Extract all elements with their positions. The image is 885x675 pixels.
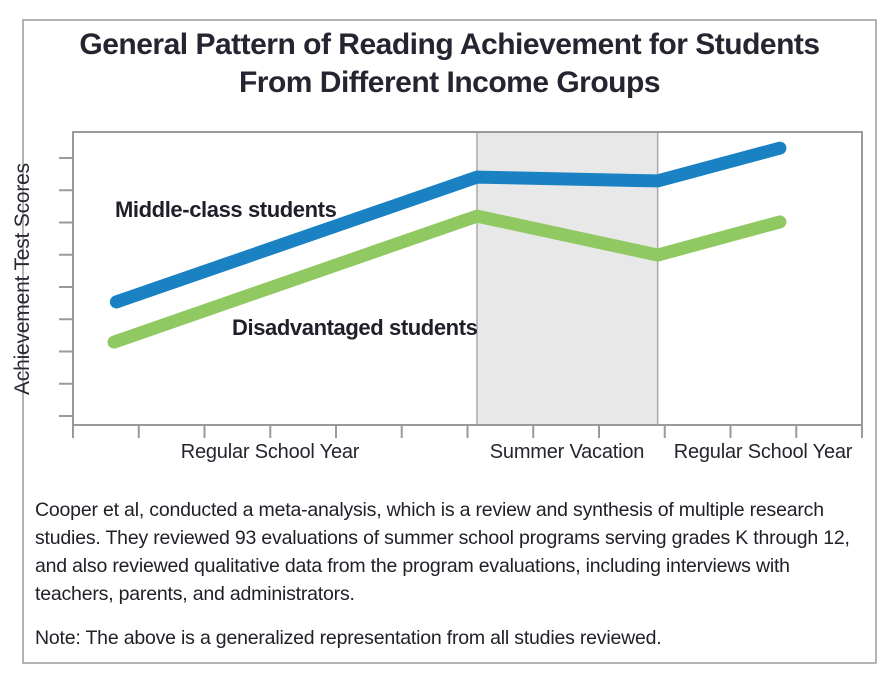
y-axis-label: Achievement Test Scores: [11, 163, 34, 396]
figure-title-line2: From Different Income Groups: [238, 66, 661, 99]
series-line-disadvantaged: [107, 209, 787, 349]
figure-outer-frame: [22, 19, 877, 664]
figure-title-line1: General Pattern of Reading Achievement f…: [79, 28, 820, 61]
series-label-disadvantaged: Disadvantaged students: [232, 315, 478, 340]
series-line-middle-class: [109, 141, 787, 309]
x-axis-section-label-regular-2: Regular School Year: [673, 441, 853, 463]
figure-title: General Pattern of Reading Achievement f…: [22, 26, 877, 102]
figure-caption: Cooper et al, conducted a meta-analysis,…: [35, 499, 850, 605]
x-axis-section-label-summer: Summer Vacation: [489, 441, 645, 463]
series-label-middle-class: Middle-class students: [115, 197, 337, 222]
figure-note: Note: The above is a generalized represe…: [35, 627, 662, 649]
x-axis-section-label-regular-1: Regular School Year: [180, 441, 360, 463]
